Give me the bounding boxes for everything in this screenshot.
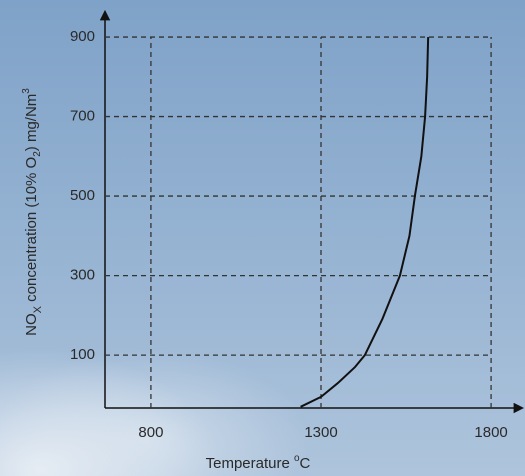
page: Temperature oC NOX concentration (10% O2…: [0, 0, 525, 476]
x-tick-label: 1800: [474, 424, 507, 441]
chart: Temperature oC NOX concentration (10% O2…: [0, 0, 525, 476]
x-axis-label: Temperature oC: [206, 453, 311, 472]
y-axis-label: NOX concentration (10% O2) mg/Nm3: [21, 88, 44, 336]
y-tick-label: 300: [70, 267, 95, 284]
y-tick-label: 700: [70, 108, 95, 125]
y-tick-label: 900: [70, 28, 95, 45]
curve: [301, 37, 429, 407]
y-tick-label: 500: [70, 187, 95, 204]
y-tick-label: 100: [70, 346, 95, 363]
x-tick-label: 800: [138, 424, 163, 441]
x-tick-label: 1300: [304, 424, 337, 441]
